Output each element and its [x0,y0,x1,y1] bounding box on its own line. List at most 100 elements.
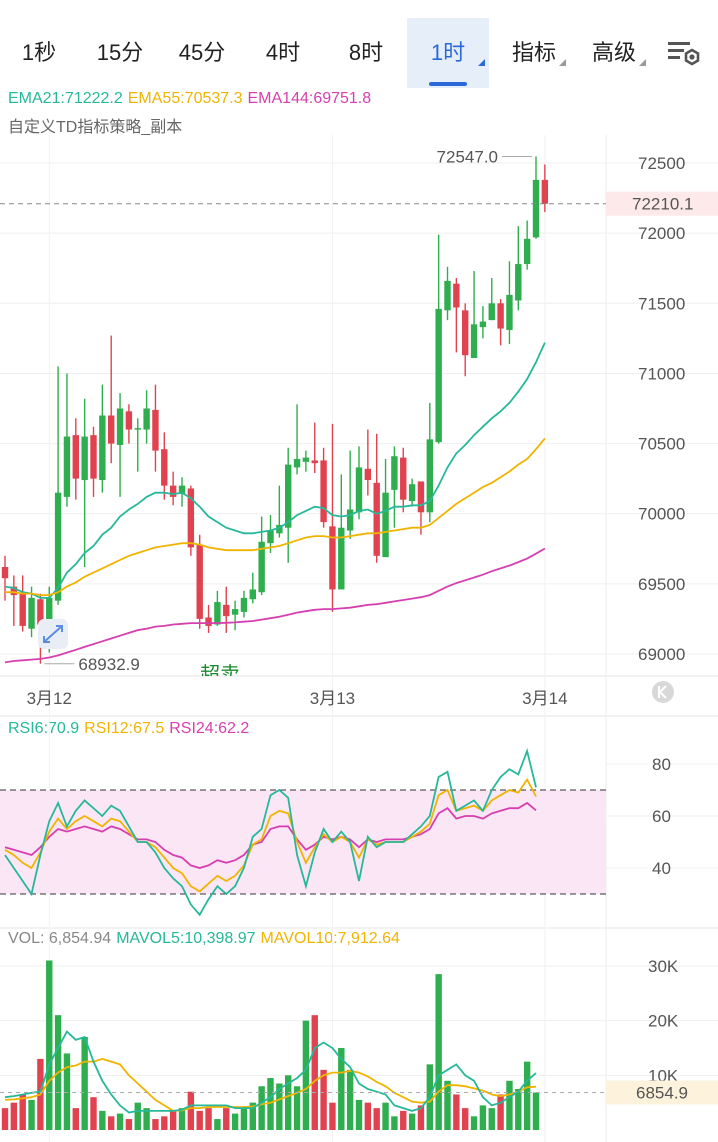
volume-bar [515,1088,522,1130]
volume-bar [125,1119,133,1130]
tab-4[interactable]: 8时 [330,18,402,88]
candle-body [311,460,318,464]
volume-bar [329,1102,336,1130]
candle-body [497,303,504,329]
volume-bar [187,1091,195,1130]
candle-body [54,492,62,601]
volume-bar [223,1108,230,1130]
volume-bar [258,1086,265,1130]
vol-tick-label: 20K [648,1012,679,1031]
price-tick-label: 70000 [638,505,685,524]
price-tick-label: 70500 [638,435,685,454]
volume-bar [488,1108,495,1130]
candle-body [285,464,292,528]
volume-bar [417,1105,425,1130]
date-tick-label: 3月13 [310,689,355,708]
candle-body [19,593,26,626]
candle-body [444,280,451,311]
tab-7[interactable]: 高级 [578,18,650,88]
chart-settings-icon[interactable] [664,36,704,72]
price-tick-label: 71500 [638,294,685,313]
candle-body [373,482,380,556]
interval-tabs: 1秒 15分 45分 4时 8时 1时 指标 高级 [0,18,718,88]
current-vol-label: 6854.9 [636,1084,688,1103]
volume-bar [523,1061,531,1130]
volume-bar [267,1078,274,1130]
legend-entry: VOL: 6,854.94 [8,930,112,947]
candle-body [1,567,9,579]
volume-bar [338,1047,345,1130]
candle-body [134,428,141,430]
settings-glyph [668,42,700,66]
legend-entry: EMA21:71222.2 [8,90,123,107]
volume-bar [285,1075,292,1130]
tab-label: 高级 [591,40,636,65]
volume-bar [346,1069,354,1130]
volume-bar [19,1094,26,1130]
volume-bar [276,1083,283,1130]
volume-bar [497,1094,504,1130]
candle-body [143,408,150,430]
expand-icon-arrows [43,625,63,643]
dropdown-triangle-icon [478,59,485,66]
candle-body [329,526,336,590]
legend-entry: MAVOL5:10,398.97 [116,930,256,947]
rsi-tick-label: 60 [652,807,671,826]
tab-6[interactable]: 指标 [498,18,570,88]
candle-body [28,597,35,629]
candle-body [320,460,327,523]
date-tick-label: 3月12 [27,689,72,708]
candle-body [249,589,256,600]
volume-bar [28,1099,35,1130]
volume-bar [196,1110,203,1130]
price-tick-label: 72000 [638,224,685,243]
volume-bar [63,1053,71,1130]
volume-bar [355,1099,363,1130]
expand-icon [38,619,68,649]
candle-body [152,409,159,451]
candle-body [276,524,283,534]
candle-body [346,509,354,531]
volume-bar [462,1108,469,1130]
volume-bar [293,1086,301,1130]
candle-body [515,264,522,301]
volume-bar [152,1119,159,1130]
tab-1[interactable]: 15分 [80,18,160,88]
volume-bar [46,960,53,1130]
candle-body [196,544,203,619]
tab-3[interactable]: 4时 [248,18,318,88]
tab-label: 指标 [511,40,556,65]
candle-body [523,238,531,265]
tab-0[interactable]: 1秒 [4,18,74,88]
tab-label: 4时 [265,40,301,65]
vol-tick-label: 30K [648,957,679,976]
tab-5[interactable]: 1时 [407,18,489,88]
candle-body [10,586,18,596]
candle-body [364,468,372,481]
rsi24-line [4,801,537,869]
volume-bar [10,1102,18,1130]
candle-body [462,310,469,356]
legend-entry: EMA55:70537.3 [127,90,243,107]
candle-body [90,435,97,479]
rsi6-line [4,747,537,917]
ema-legend: EMA21:71222.2 EMA55:70537.3 EMA144:69751.8 [8,90,376,108]
candle-body [161,449,168,486]
vol-legend: VOL: 6,854.94 MAVOL5:10,398.97 MAVOL10:7,9… [8,930,405,948]
dropdown-triangle-icon [639,59,646,66]
volume-bar [90,1097,97,1130]
volume-bar [532,1092,540,1130]
price-tick-label: 71000 [638,364,685,383]
volume-bar [72,1108,79,1130]
volume-bar [382,1102,389,1130]
volume-bar [320,1069,327,1130]
legend-entry: RSI12:67.5 [84,720,165,737]
ema144-line [4,547,546,664]
tab-label: 15分 [96,40,144,65]
candle-body [169,485,177,497]
volume-bar [108,1116,115,1130]
tab-2[interactable]: 45分 [164,18,240,88]
candle-body [532,179,540,238]
candle-body [382,492,389,558]
